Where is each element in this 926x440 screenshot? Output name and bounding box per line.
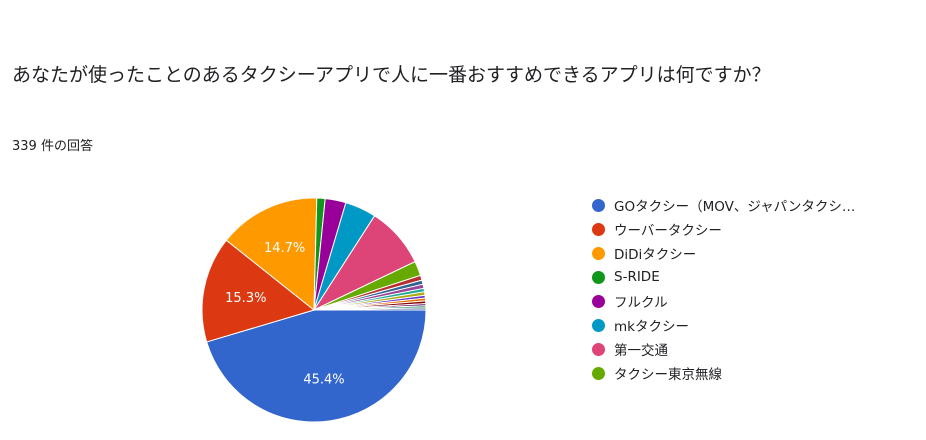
legend-label: タクシー東京無線 xyxy=(614,367,722,383)
chart-legend: GOタクシー（MOV、ジャパンタクシ… ウーバータクシー DiDiタクシー S-RID… xyxy=(592,193,855,385)
legend-item[interactable]: 第一交通 xyxy=(592,337,855,361)
legend-item[interactable]: mkタクシー xyxy=(592,313,855,337)
legend-dot-icon xyxy=(592,366,605,380)
legend-dot-icon xyxy=(592,294,605,308)
legend-dot-icon xyxy=(592,246,605,260)
question-title: あなたが使ったことのあるタクシーアプリで人に一番おすすめできるアプリは何ですか？ xyxy=(12,64,771,86)
slice-value-label-2: 14.7% xyxy=(264,241,305,256)
pie-slice-1[interactable] xyxy=(201,239,316,343)
pie-slice-18[interactable] xyxy=(313,307,427,311)
legend-label: S-RIDE xyxy=(614,269,660,285)
legend-dot-icon xyxy=(592,342,605,356)
pie-slice-0[interactable] xyxy=(206,309,427,423)
legend-label: DiDiタクシー xyxy=(614,247,697,263)
slice-value-label-1: 15.3% xyxy=(225,291,266,306)
legend-dot-icon xyxy=(592,222,605,236)
legend-item[interactable]: タクシー東京無線 xyxy=(592,361,855,385)
legend-label: 第一交通 xyxy=(614,343,668,359)
legend-label: フルクル xyxy=(614,295,668,311)
legend-item[interactable]: DiDiタクシー xyxy=(592,241,855,265)
legend-item[interactable]: S-RIDE xyxy=(592,265,855,289)
response-count: 339 件の回答 xyxy=(12,139,93,154)
legend-dot-icon xyxy=(592,198,605,212)
pie-slice-2[interactable] xyxy=(225,197,318,312)
legend-item[interactable]: フルクル xyxy=(592,289,855,313)
slice-value-label-0: 45.4% xyxy=(303,373,344,388)
legend-label: GOタクシー（MOV、ジャパンタクシ… xyxy=(614,199,856,215)
legend-dot-icon xyxy=(592,318,605,332)
legend-label: ウーバータクシー xyxy=(614,223,722,239)
legend-item[interactable]: ウーバータクシー xyxy=(592,217,855,241)
legend-label: mkタクシー xyxy=(614,319,689,335)
legend-item[interactable]: GOタクシー（MOV、ジャパンタクシ… xyxy=(592,193,855,217)
legend-dot-icon xyxy=(592,270,605,284)
